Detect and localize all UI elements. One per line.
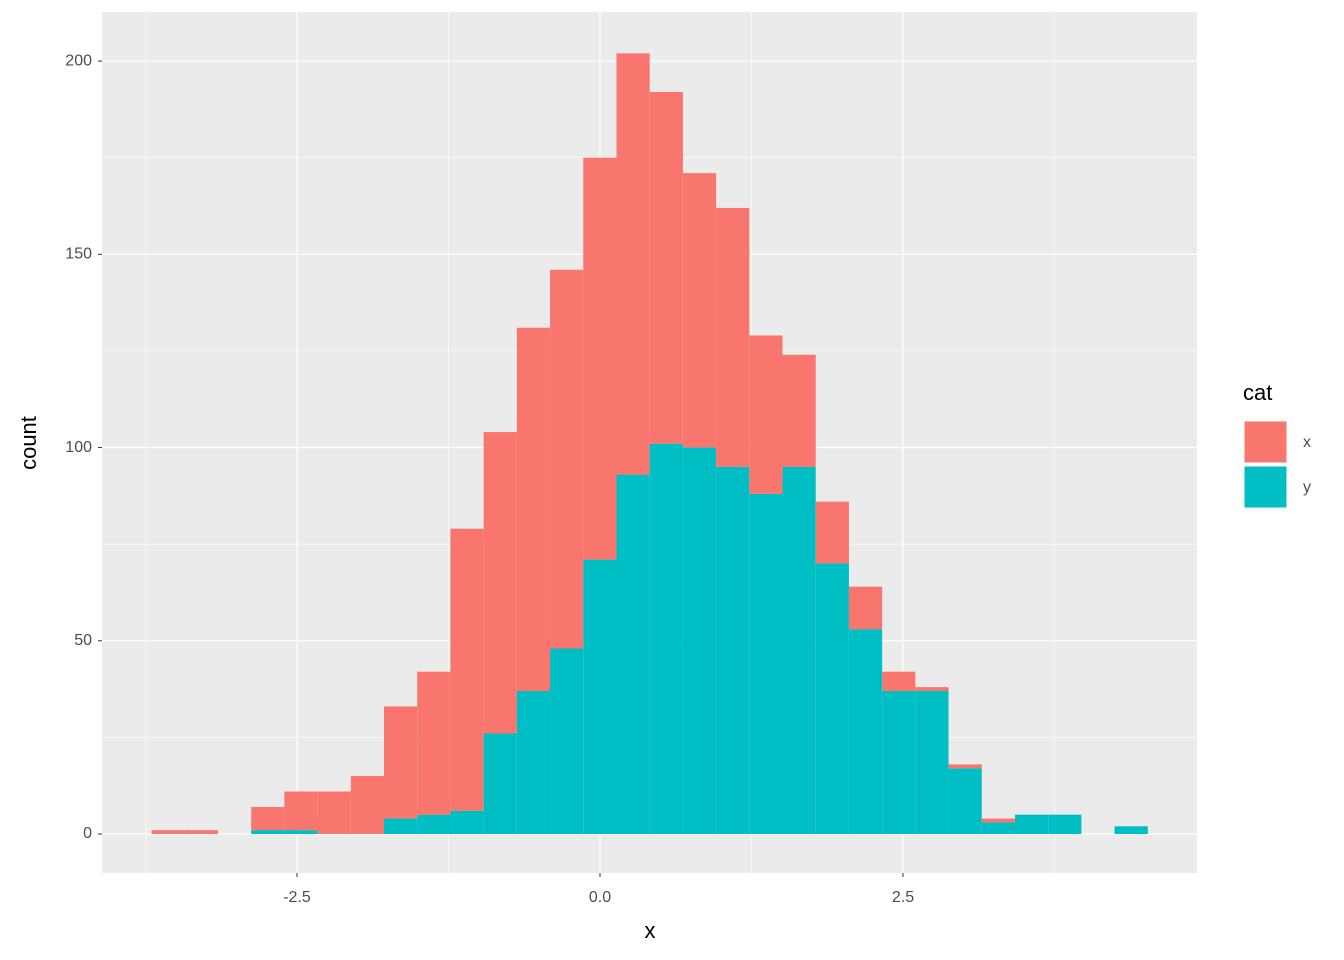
bar (616, 474, 650, 835)
bars (151, 53, 1148, 835)
bar (915, 687, 949, 692)
bar (981, 822, 1015, 835)
bar (815, 563, 849, 835)
bar (782, 466, 816, 835)
bar (1014, 814, 1049, 835)
bar (550, 648, 584, 835)
bar (151, 830, 185, 835)
bar (384, 818, 418, 835)
y-tick-label: 200 (65, 52, 92, 69)
bar (815, 501, 849, 564)
bar (284, 791, 318, 831)
bar (616, 53, 650, 475)
bar (848, 586, 883, 630)
bar (251, 830, 285, 835)
bar (350, 776, 385, 835)
bar (450, 810, 484, 835)
bar (782, 354, 816, 467)
x-tick-label: 0.0 (589, 889, 611, 906)
bar (583, 157, 617, 560)
legend: xy (1243, 420, 1311, 509)
bar (948, 768, 982, 835)
bar (682, 173, 717, 448)
y-axis-title: count (16, 416, 41, 470)
bar (1048, 814, 1082, 835)
bar (384, 706, 418, 819)
bar (483, 733, 517, 835)
x-tick-label: 2.5 (892, 889, 914, 906)
bar (749, 493, 783, 835)
bar (550, 269, 584, 649)
bar (317, 791, 351, 835)
x-axis-title: x (645, 918, 656, 943)
legend-key (1243, 465, 1288, 509)
bar (915, 691, 949, 835)
bar (583, 559, 617, 835)
bar (1114, 826, 1148, 835)
bar (649, 91, 683, 444)
bar (882, 671, 916, 692)
bar (981, 818, 1015, 823)
bar (516, 327, 551, 692)
legend-title: cat (1243, 380, 1272, 405)
x-tick-label: -2.5 (283, 889, 311, 906)
bar (516, 691, 551, 835)
y-tick-label: 50 (74, 632, 92, 649)
bar (450, 528, 484, 811)
bar (749, 335, 783, 494)
bar (417, 671, 451, 815)
bar (649, 443, 683, 835)
bar (284, 830, 318, 835)
bar (417, 814, 451, 835)
legend-label: y (1303, 479, 1311, 496)
bar (848, 629, 883, 835)
bar (251, 806, 285, 831)
bar (682, 447, 717, 835)
bar (184, 830, 218, 835)
y-tick-label: 0 (83, 825, 92, 842)
y-tick-label: 150 (65, 246, 92, 263)
axes: 0 50 100 150 200 -2.5 0.0 2.5 (65, 52, 914, 906)
bar (716, 207, 750, 467)
bar (716, 466, 750, 835)
bar (483, 432, 517, 734)
legend-label: x (1303, 434, 1311, 451)
y-tick-label: 100 (65, 439, 92, 456)
bar (882, 691, 916, 835)
legend-key (1243, 420, 1288, 464)
bar (948, 764, 982, 769)
